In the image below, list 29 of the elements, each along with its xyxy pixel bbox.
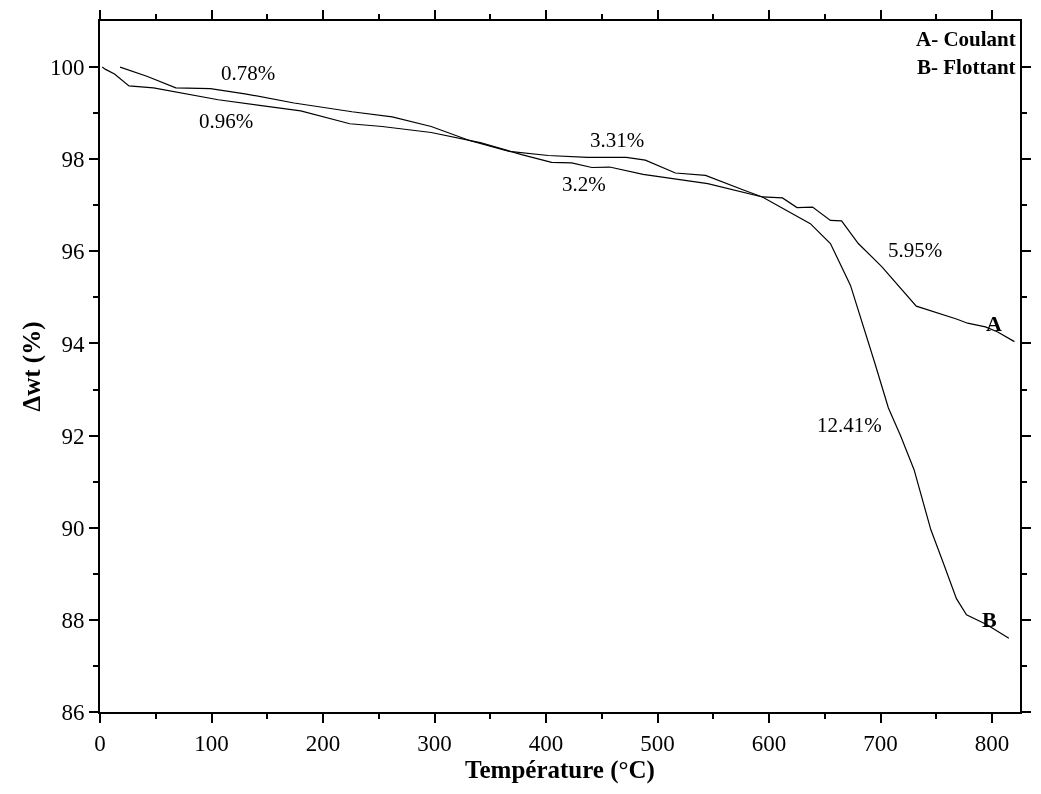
series-label: A [986, 311, 1002, 336]
x-tick-label: 500 [640, 730, 675, 756]
annotation: 5.95% [888, 238, 943, 262]
x-tick-label: 0 [94, 730, 106, 756]
y-tick-label: 100 [49, 55, 85, 81]
annotation: A- Coulant [916, 27, 1016, 51]
annotation: B- Flottant [917, 55, 1016, 79]
x-tick-label: 400 [528, 730, 564, 756]
x-axis-title: Température (°C) [465, 755, 655, 784]
y-tick-label: 86 [61, 700, 85, 726]
legend-label: B [982, 607, 997, 632]
y-tick-label: 94 [61, 331, 85, 357]
y-tick-label: 96 [61, 239, 85, 265]
x-tick-label: 100 [194, 730, 229, 756]
y-tick-label: 98 [61, 147, 85, 173]
x-tick-label: 200 [305, 730, 341, 756]
x-tick-label: 300 [417, 730, 452, 756]
x-tick-label: 800 [974, 730, 1010, 756]
annotation: 12.41% [817, 413, 882, 437]
annotation: 0.96% [199, 109, 254, 133]
x-tick-label: 600 [751, 730, 787, 756]
y-tick-label: 88 [61, 607, 85, 633]
y-tick-label: 90 [61, 515, 85, 541]
annotation: 3.2% [562, 172, 606, 196]
y-axis-title: Δwt (%) [18, 321, 47, 412]
annotation: 3.31% [590, 128, 645, 152]
annotation: 0.78% [221, 61, 276, 85]
y-tick-label: 92 [61, 423, 85, 449]
x-tick-label: 700 [863, 730, 898, 756]
